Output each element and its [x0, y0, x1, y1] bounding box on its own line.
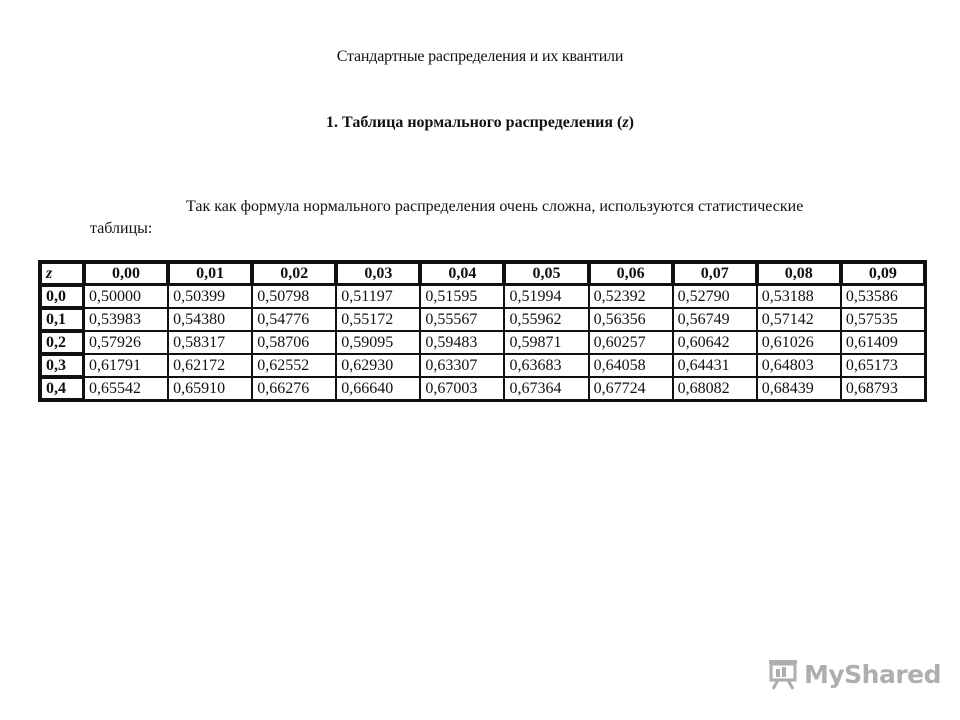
table-cell: 0,59483: [420, 331, 505, 354]
column-header-cell: 0,07: [672, 262, 757, 285]
table-cell: 0,51595: [420, 285, 505, 308]
table-cell: 0,68082: [672, 377, 757, 400]
table-cell: 0,54380: [168, 308, 253, 331]
section-title-symbol: z: [622, 114, 629, 131]
table-cell: 0,65542: [84, 377, 169, 400]
table-cell: 0,67724: [588, 377, 673, 400]
table-row: 0,3 0,61791 0,62172 0,62552 0,62930 0,63307 0,…: [40, 354, 925, 377]
table-cell: 0,60257: [588, 331, 673, 354]
table-cell: 0,57142: [756, 308, 841, 331]
table-body: 0,0 0,50000 0,50399 0,50798 0,51197 0,51595 0,…: [40, 285, 925, 400]
column-header-cell: 0,05: [504, 262, 589, 285]
table-cell: 0,56749: [672, 308, 757, 331]
table-cell: 0,61409: [840, 331, 925, 354]
table-row: 0,4 0,65542 0,65910 0,66276 0,66640 0,67003 0,…: [40, 377, 925, 400]
row-header-cell: 0,2: [40, 331, 84, 354]
table-row: 0,2 0,57926 0,58317 0,58706 0,59095 0,59483 0,…: [40, 331, 925, 354]
table-header-row: z 0,00 0,01 0,02 0,03 0,04 0,05 0,06 0,07 0,08 0,…: [40, 262, 925, 285]
table-cell: 0,64058: [588, 354, 673, 377]
column-header-cell: 0,06: [588, 262, 673, 285]
intro-paragraph: Так как формула нормального распределени…: [90, 198, 804, 237]
table-cell: 0,62930: [336, 354, 421, 377]
table-cell: 0,62172: [168, 354, 253, 377]
table-cell: 0,52392: [588, 285, 673, 308]
presentation-board-icon: [769, 660, 797, 690]
table-cell: 0,53188: [756, 285, 841, 308]
table-cell: 0,50399: [168, 285, 253, 308]
section-title-suffix: ): [628, 114, 634, 131]
table-cell: 0,63683: [504, 354, 589, 377]
table-cell: 0,57926: [84, 331, 169, 354]
column-header-cell: 0,08: [756, 262, 841, 285]
column-header-cell: 0,00: [84, 262, 169, 285]
normal-distribution-table: z 0,00 0,01 0,02 0,03 0,04 0,05 0,06 0,07 0,08 0,…: [38, 260, 927, 402]
table-cell: 0,62552: [252, 354, 337, 377]
table-cell: 0,50798: [252, 285, 337, 308]
table-cell: 0,50000: [84, 285, 169, 308]
table-cell: 0,51197: [336, 285, 421, 308]
table-cell: 0,55567: [420, 308, 505, 331]
table-cell: 0,55172: [336, 308, 421, 331]
table-row: 0,0 0,50000 0,50399 0,50798 0,51197 0,51595 0,…: [40, 285, 925, 308]
table-cell: 0,67003: [420, 377, 505, 400]
row-header-cell: 0,3: [40, 354, 84, 377]
column-header-cell: 0,09: [840, 262, 925, 285]
table-cell: 0,64431: [672, 354, 757, 377]
table-cell: 0,54776: [252, 308, 337, 331]
table-cell: 0,51994: [504, 285, 589, 308]
row-header-cell: 0,0: [40, 285, 84, 308]
column-header-cell: 0,02: [252, 262, 337, 285]
table-cell: 0,60642: [672, 331, 757, 354]
table-row: 0,1 0,53983 0,54380 0,54776 0,55172 0,55567 0,…: [40, 308, 925, 331]
table-cell: 0,61791: [84, 354, 169, 377]
table-cell: 0,65910: [168, 377, 253, 400]
watermark-text: MyShared: [804, 659, 942, 689]
table-cell: 0,68439: [756, 377, 841, 400]
table-cell: 0,68793: [840, 377, 925, 400]
table-cell: 0,59095: [336, 331, 421, 354]
table-cell: 0,64803: [756, 354, 841, 377]
table-cell: 0,65173: [840, 354, 925, 377]
table-cell: 0,58317: [168, 331, 253, 354]
row-header-cell: 0,1: [40, 308, 84, 331]
watermark: MyShared: [766, 656, 942, 692]
row-header-cell: 0,4: [40, 377, 84, 400]
corner-header-cell: z: [40, 262, 84, 285]
table-cell: 0,55962: [504, 308, 589, 331]
table-cell: 0,63307: [420, 354, 505, 377]
table-cell: 0,52790: [672, 285, 757, 308]
table-cell: 0,59871: [504, 331, 589, 354]
table-cell: 0,61026: [756, 331, 841, 354]
column-header-cell: 0,01: [168, 262, 253, 285]
table-cell: 0,58706: [252, 331, 337, 354]
table-cell: 0,67364: [504, 377, 589, 400]
table-cell: 0,53983: [84, 308, 169, 331]
section-title: 1. Таблица нормального распределения (z): [0, 114, 960, 132]
page-heading: Стандартные распределения и их квантили: [336, 48, 624, 65]
column-header-cell: 0,03: [336, 262, 421, 285]
table-cell: 0,66640: [336, 377, 421, 400]
table-cell: 0,56356: [588, 308, 673, 331]
table-cell: 0,53586: [840, 285, 925, 308]
section-title-prefix: 1. Таблица нормального распределения (: [326, 114, 623, 131]
column-header-cell: 0,04: [420, 262, 505, 285]
table-cell: 0,66276: [252, 377, 337, 400]
table-cell: 0,57535: [840, 308, 925, 331]
